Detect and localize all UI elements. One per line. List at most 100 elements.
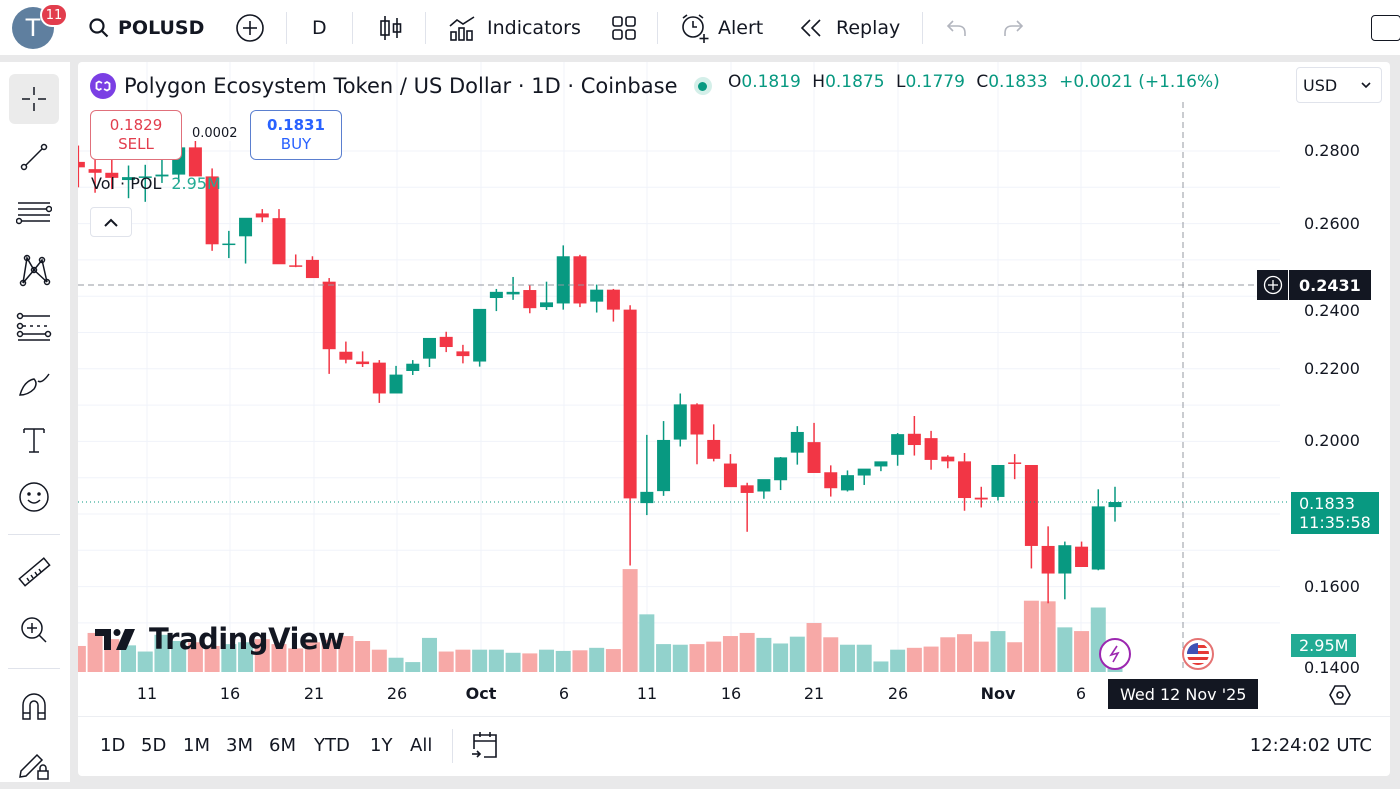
candle-up: [874, 461, 888, 467]
volume-bar: [187, 642, 203, 672]
text-tool[interactable]: [9, 415, 59, 465]
divider: [352, 12, 353, 44]
pattern-tool[interactable]: [9, 245, 59, 295]
time-tick-label: 21: [303, 684, 325, 703]
time-tick-label: Oct: [465, 684, 497, 703]
crosshair-tool[interactable]: [9, 74, 59, 124]
fib-retracement-tool[interactable]: [9, 189, 59, 239]
time-tick-label: 26: [887, 684, 909, 703]
magnet-tool[interactable]: [9, 682, 59, 732]
go-to-date-button[interactable]: [470, 729, 500, 765]
range-button-ytd[interactable]: YTD: [314, 735, 350, 756]
pencil-lock-icon: [19, 753, 49, 780]
layouts-button[interactable]: [610, 0, 638, 55]
lock-drawings-tool[interactable]: [9, 739, 59, 789]
candle-up: [657, 439, 671, 492]
measure-tool[interactable]: [9, 548, 59, 598]
volume-bar: [756, 637, 772, 672]
volume-bar: [539, 649, 555, 672]
candle-up: [640, 491, 654, 504]
price-tick-label: 0.2800: [1304, 141, 1360, 160]
bar-countdown: 11:35:58: [1299, 513, 1371, 532]
volume-bar: [238, 642, 254, 672]
top-toolbar: T 11 POLUSD D Indicators Alert Replay: [0, 0, 1400, 55]
volume-bar: [171, 641, 187, 672]
volume-bar: [321, 639, 337, 672]
range-button-5d[interactable]: 5D: [141, 735, 167, 756]
range-button-1y[interactable]: 1Y: [370, 735, 393, 756]
volume-bar: [873, 661, 889, 672]
volume-legend: Vol · POL 2.95M: [91, 174, 221, 193]
range-button-3m[interactable]: 3M: [226, 735, 253, 756]
candle-up: [790, 431, 804, 453]
redo-button[interactable]: [1000, 0, 1026, 55]
trend-line-tool[interactable]: [9, 132, 59, 182]
sell-button[interactable]: 0.1829 SELL: [90, 110, 182, 160]
chart-legend: Polygon Ecosystem Token / US Dollar · 1D…: [90, 70, 712, 102]
grid-icon: [612, 15, 636, 40]
window-toggle-button[interactable]: [1371, 0, 1400, 55]
volume-bar: [605, 649, 621, 672]
emoji-tool[interactable]: [9, 472, 59, 522]
candle-up: [122, 177, 136, 181]
candle-down: [456, 351, 470, 357]
range-button-6m[interactable]: 6M: [269, 735, 296, 756]
us-flag-icon: [1187, 643, 1209, 665]
collapse-legend-button[interactable]: [90, 207, 132, 237]
volume-bar: [522, 653, 538, 672]
replay-button[interactable]: Replay: [798, 0, 900, 55]
undo-button[interactable]: [944, 0, 970, 55]
volume-bar: [221, 644, 237, 672]
range-button-all[interactable]: All: [410, 735, 433, 756]
volume-bar: [572, 650, 588, 672]
replay-label: Replay: [836, 16, 901, 39]
chart-type-button[interactable]: [378, 0, 404, 55]
volume-bar: [957, 634, 973, 672]
time-tick-label: Nov: [980, 684, 1016, 703]
volume-bar: [371, 649, 387, 672]
buy-button[interactable]: 0.1831 BUY: [250, 110, 342, 160]
candle-down: [690, 404, 704, 435]
candle-up: [774, 457, 788, 481]
forecast-tool[interactable]: [9, 302, 59, 352]
compare-symbol-button[interactable]: [235, 0, 265, 55]
redo-icon: [1004, 19, 1024, 36]
add-alert-button[interactable]: [1257, 270, 1289, 300]
candle-down: [88, 169, 102, 173]
range-button-1m[interactable]: 1M: [183, 735, 210, 756]
candle-down: [623, 309, 637, 499]
alert-button[interactable]: Alert: [678, 0, 763, 55]
candle-down: [188, 147, 202, 177]
lightning-icon: [1109, 645, 1120, 663]
us-economic-event-marker[interactable]: [1182, 638, 1214, 670]
candle-down: [322, 281, 336, 350]
undo-icon: [946, 19, 966, 36]
open-value: 0.1819: [741, 72, 801, 92]
volume-bar: [672, 644, 688, 672]
interval-button[interactable]: D: [312, 0, 327, 55]
ohlc-values: O0.1819 H0.1875 L0.1779 C0.1833 +0.0021 …: [728, 72, 1220, 92]
candle-up: [239, 217, 253, 237]
brush-icon: [19, 373, 50, 396]
candle-down: [272, 218, 286, 265]
zoom-in-tool[interactable]: [9, 605, 59, 655]
candle-up: [1091, 506, 1105, 570]
indicators-button[interactable]: Indicators: [447, 0, 581, 55]
range-button-1d[interactable]: 1D: [100, 735, 126, 756]
volume-bar: [455, 649, 471, 672]
volume-bar: [639, 614, 655, 672]
volume-bar: [722, 636, 738, 672]
currency-select[interactable]: USD: [1296, 67, 1382, 103]
brush-tool[interactable]: [9, 359, 59, 409]
symbol-search-button[interactable]: POLUSD: [88, 0, 204, 55]
chart-settings-button[interactable]: [1328, 683, 1352, 711]
sell-label: SELL: [118, 135, 154, 153]
event-marker[interactable]: [1099, 638, 1131, 670]
tradingview-logo[interactable]: TradingView: [95, 622, 345, 656]
volume-bar: [923, 646, 939, 672]
candle-up: [840, 475, 854, 491]
timezone-clock[interactable]: 12:24:02 UTC: [1249, 735, 1372, 756]
volume-bar: [288, 648, 304, 672]
price-tick-label: 0.2400: [1304, 301, 1360, 320]
candle-up: [757, 479, 771, 492]
